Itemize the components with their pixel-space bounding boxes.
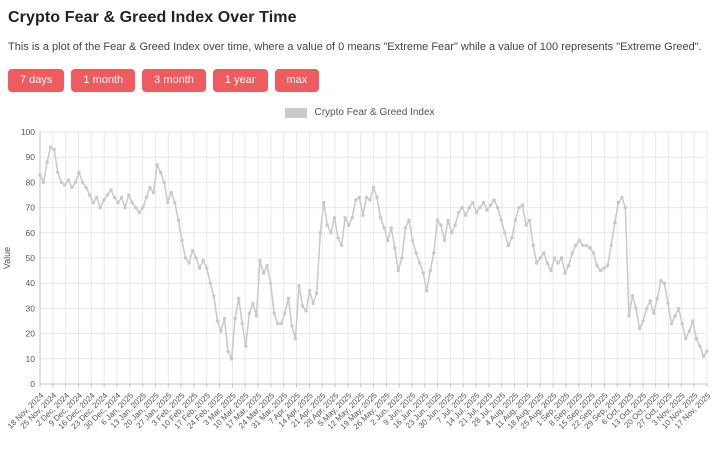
- svg-text:10: 10: [26, 354, 36, 364]
- range-button-1-month[interactable]: 1 month: [71, 69, 136, 92]
- svg-text:60: 60: [26, 228, 36, 238]
- page: Crypto Fear & Greed Index Over Time This…: [0, 9, 720, 450]
- svg-text:30: 30: [26, 303, 36, 313]
- page-title: Crypto Fear & Greed Index Over Time: [8, 9, 297, 26]
- range-button-7-days[interactable]: 7 days: [8, 69, 65, 92]
- legend-swatch-icon: [285, 107, 308, 118]
- legend-item[interactable]: Crypto Fear & Greed Index: [0, 106, 720, 119]
- range-button-3-month[interactable]: 3 month: [142, 69, 206, 92]
- fear-greed-chart: Crypto Fear & Greed Index 18 Nov, 2024 25…: [0, 106, 720, 440]
- legend-label: Crypto Fear & Greed Index: [314, 107, 435, 118]
- svg-text:90: 90: [26, 152, 36, 162]
- chart-description: This is a plot of the Fear & Greed Index…: [8, 41, 702, 53]
- svg-text:70: 70: [26, 203, 36, 213]
- svg-text:20: 20: [26, 329, 36, 339]
- range-button-max[interactable]: max: [274, 69, 320, 92]
- svg-text:80: 80: [26, 177, 36, 187]
- svg-text:0: 0: [30, 379, 35, 389]
- svg-text:100: 100: [21, 127, 35, 137]
- range-button-1-year[interactable]: 1 year: [212, 69, 268, 92]
- svg-text:Value: Value: [2, 247, 12, 269]
- svg-text:50: 50: [26, 253, 36, 263]
- range-buttons: 7 days 1 month 3 month 1 year max: [8, 69, 720, 92]
- svg-text:40: 40: [26, 278, 36, 288]
